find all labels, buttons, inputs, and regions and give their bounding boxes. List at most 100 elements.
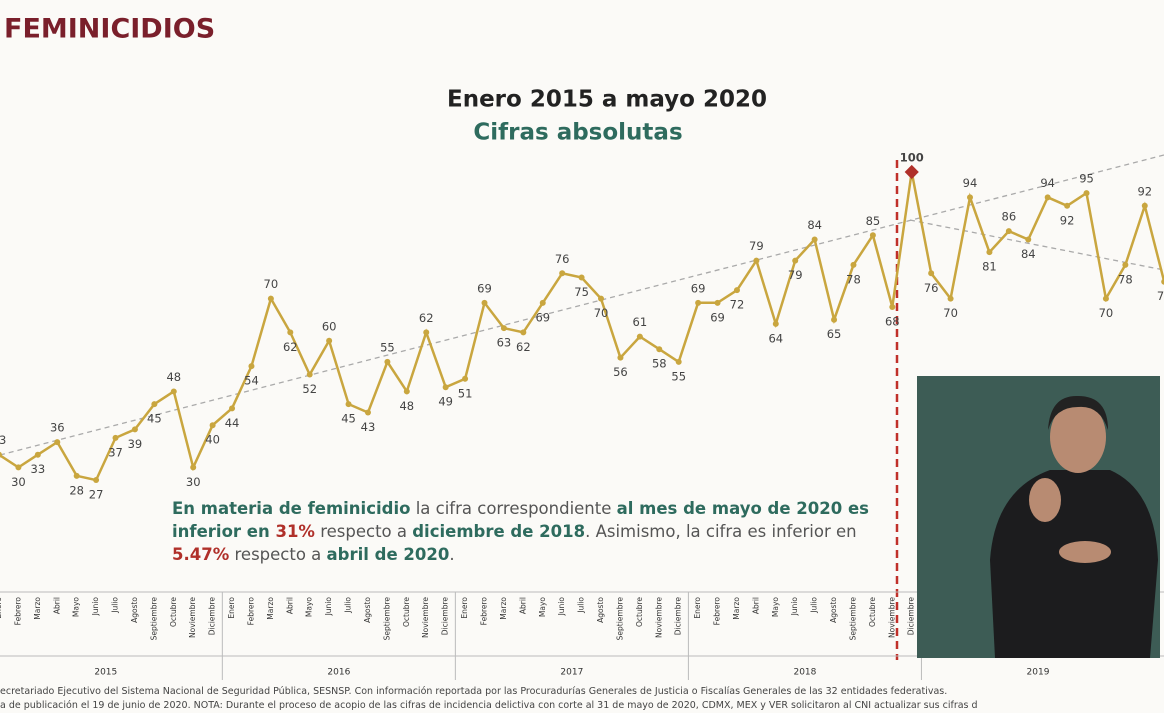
data-point: [889, 304, 896, 311]
chart-title: Enero 2015 a mayo 2020: [447, 87, 767, 113]
x-tick-label: Noviembre: [188, 597, 197, 638]
data-label: 39: [128, 437, 143, 451]
x-tick-label: Diciembre: [674, 597, 683, 636]
chart-subtitle: Cifras absolutas: [473, 120, 682, 146]
x-tick-label: Enero: [227, 597, 236, 619]
data-label: 69: [477, 281, 492, 295]
data-label: 27: [89, 488, 104, 502]
data-label: 76: [924, 281, 939, 295]
data-label: 45: [341, 412, 356, 426]
x-tick-label: Mayo: [538, 597, 547, 618]
data-label: 70: [594, 306, 609, 320]
data-label: 62: [419, 311, 434, 325]
data-point: [714, 299, 721, 306]
data-point: [1141, 202, 1148, 209]
x-tick-label: Febrero: [480, 597, 489, 626]
data-label: 44: [225, 416, 240, 430]
data-point: [986, 249, 993, 256]
data-point: [442, 384, 449, 391]
x-tick-label: Abril: [751, 597, 760, 614]
x-tick-label: Agosto: [130, 597, 139, 623]
data-point: [1044, 194, 1051, 201]
data-label: 65: [827, 327, 842, 341]
data-label: 36: [50, 421, 65, 435]
data-label: 81: [982, 260, 997, 274]
data-label: 94: [963, 176, 978, 190]
data-label: 64: [768, 331, 783, 345]
data-point: [928, 270, 935, 277]
data-label: 84: [807, 218, 822, 232]
data-point: [967, 194, 973, 201]
x-tick-label: Septiembre: [149, 597, 158, 641]
x-tick-label: Octubre: [402, 597, 411, 627]
data-point: [423, 329, 430, 336]
data-point: [209, 422, 216, 429]
data-label: 79: [788, 268, 803, 282]
x-tick-label: Agosto: [596, 597, 605, 623]
data-point: [850, 261, 857, 268]
data-label: 62: [516, 340, 531, 354]
x-tick-label: Julio: [344, 597, 353, 614]
data-label: 60: [322, 319, 337, 333]
trend-line: [909, 219, 1164, 271]
x-tick-label: Noviembre: [887, 597, 896, 638]
data-point: [947, 295, 954, 302]
data-label: 72: [730, 298, 745, 312]
data-label: 70: [943, 306, 958, 320]
year-label: 2019: [1027, 668, 1050, 678]
data-label: 70: [264, 277, 279, 291]
data-point: [93, 477, 100, 484]
text-segment: 5.47%: [172, 545, 230, 564]
x-tick-label: Junio: [790, 597, 799, 617]
data-point: [869, 232, 876, 239]
data-label: 55: [671, 369, 686, 383]
x-tick-label: Octubre: [169, 597, 178, 627]
data-label: 78: [846, 272, 861, 286]
data-label: 52: [302, 382, 317, 396]
data-point: [345, 401, 352, 408]
data-point: [772, 320, 779, 327]
text-segment: abril de 2020: [326, 545, 450, 564]
interpreter-hand: [1059, 541, 1111, 563]
interpreter-hair: [1048, 395, 1108, 430]
data-point: [733, 287, 740, 294]
x-tick-label: Diciembre: [441, 597, 450, 636]
data-label: 48: [399, 399, 414, 413]
data-point: [1064, 202, 1071, 209]
data-label: 69: [535, 310, 550, 324]
x-tick-label: Febrero: [13, 597, 22, 626]
data-label: 78: [1118, 272, 1133, 286]
data-label: 40: [205, 433, 220, 447]
data-label: 61: [633, 315, 648, 329]
data-label: 58: [652, 357, 667, 371]
x-tick-label: Marzo: [33, 597, 42, 620]
trend-line: [0, 154, 1164, 456]
page-title: FEMINICIDIOS: [4, 14, 215, 45]
data-label: 94: [1040, 176, 1055, 190]
data-label: 63: [497, 336, 512, 350]
data-point: [598, 295, 605, 302]
data-label: 62: [283, 340, 298, 354]
data-point: [403, 388, 410, 395]
x-tick-label: Abril: [285, 597, 294, 614]
data-point: [190, 464, 197, 471]
data-point: [539, 299, 546, 306]
text-segment: al mes de mayo de 2020 es inferior en: [172, 499, 869, 541]
data-label: 45: [147, 412, 162, 426]
text-segment: . Asimismo, la cifra es inferior en: [585, 522, 857, 541]
year-label: 2015: [94, 668, 117, 678]
data-point: [695, 299, 702, 306]
text-segment: respecto a: [229, 545, 327, 564]
x-tick-label: Enero: [0, 597, 3, 619]
x-tick-label: Abril: [52, 597, 61, 614]
year-label: 2018: [793, 668, 816, 678]
video-inset: [917, 376, 1160, 658]
data-point: [1102, 295, 1109, 302]
year-label: 2016: [327, 668, 350, 678]
data-point: [54, 439, 61, 446]
data-point: [753, 257, 760, 264]
x-tick-label: Septiembre: [382, 597, 391, 641]
x-tick-label: Noviembre: [421, 597, 430, 638]
text-segment: .: [449, 545, 455, 564]
